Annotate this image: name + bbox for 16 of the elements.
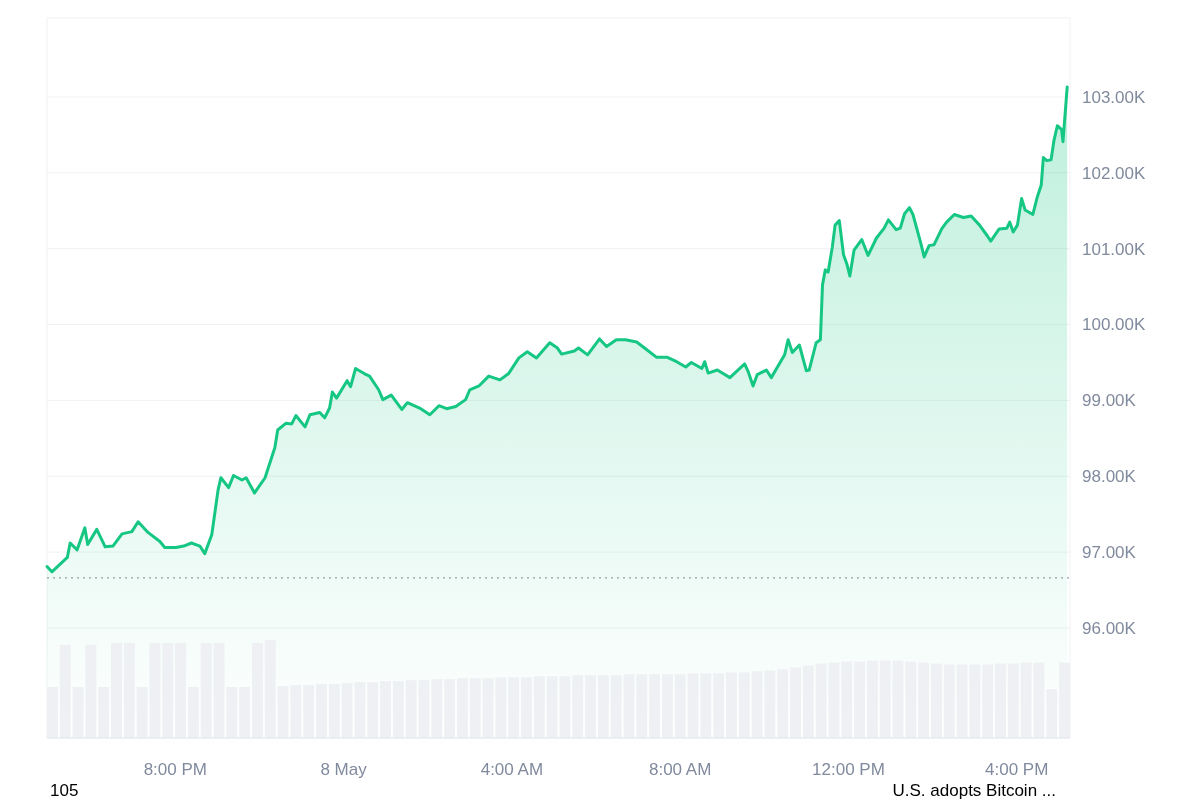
text: U.S. adopts Bitcoin ... (892, 781, 1056, 800)
x-tick-label: 8 May (320, 760, 368, 779)
y-tick-label: 99.00K (1082, 391, 1137, 411)
y-tick-label: 98.00K (1082, 467, 1137, 487)
y-tick-label: 101.00K (1082, 239, 1146, 259)
y-tick-label: 97.00K (1082, 543, 1137, 563)
x-tick-label: 12:00 PM (812, 760, 885, 779)
x-tick-label: 4:00 PM (985, 760, 1049, 779)
y-tick-label: 96.00K (1082, 618, 1137, 638)
x-tick-label: 4:00 AM (480, 760, 544, 779)
x-tick-label: 8:00 AM (648, 760, 712, 779)
x-tick-label: 8:00 PM (143, 760, 207, 779)
y-tick-label: 103.00K (1082, 87, 1146, 107)
y-tick-label: 102.00K (1082, 163, 1146, 183)
y-tick-label: 100.00K (1082, 315, 1146, 335)
text: 105 (50, 781, 79, 800)
